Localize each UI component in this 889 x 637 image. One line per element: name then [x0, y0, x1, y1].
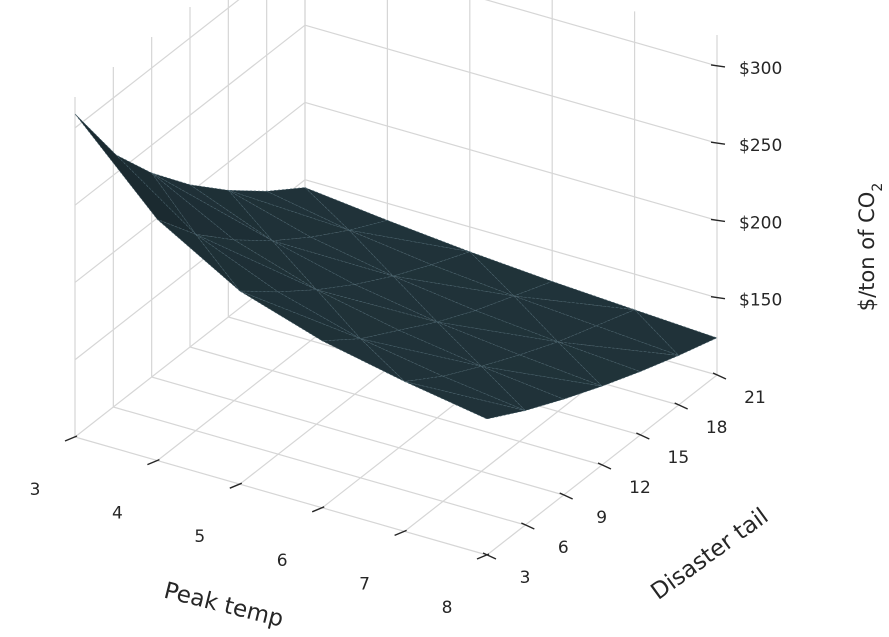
grid-line-side-horizontal — [304, 179, 718, 299]
surface-facet — [195, 234, 280, 293]
x-tick-label: 3 — [30, 480, 41, 500]
z-tick-label: $250 — [739, 136, 782, 156]
grid-line-side-horizontal — [304, 24, 718, 144]
y-tick-mark — [674, 402, 688, 410]
x-tick-label: 5 — [194, 527, 205, 547]
surface-facet — [404, 375, 526, 411]
surface-facet — [239, 290, 361, 342]
x-tick-label: 4 — [112, 504, 123, 524]
grid-line-floor — [189, 346, 603, 466]
surface-facet — [228, 190, 350, 238]
y-tick-mark — [636, 432, 650, 440]
x-tick-mark — [229, 482, 243, 489]
surface — [74, 113, 718, 420]
grid-line-floor — [113, 406, 526, 526]
grid-line-floor — [151, 376, 564, 496]
z-tick-mark — [710, 141, 726, 145]
x-tick-mark — [64, 435, 78, 442]
surface-facet — [430, 251, 515, 297]
surface-facet — [518, 341, 603, 387]
z-axis-label: $/ton of CO2 — [855, 183, 886, 312]
x-tick-label: 6 — [277, 551, 288, 571]
surface-facet — [272, 236, 394, 277]
surface-facet — [265, 187, 350, 231]
z-tick-mark — [710, 218, 726, 223]
y-tick-label: 12 — [629, 478, 651, 498]
grid-line-floor — [74, 436, 488, 556]
y-tick-label: 15 — [668, 448, 690, 468]
surface-facet — [557, 341, 642, 387]
surface-facet — [393, 264, 515, 297]
surface-facet — [397, 321, 482, 367]
surface-facet — [239, 290, 361, 339]
surface-facet — [595, 309, 679, 356]
surface-facet — [360, 329, 482, 367]
z-tick-mark — [710, 64, 726, 68]
surface-facet — [151, 172, 273, 242]
axis-ticks: 3 4 5 6 7 8 3 6 9 12 15 18 21 $150 $200 $250 $300 — [30, 59, 783, 618]
z-tick-label: $200 — [739, 213, 782, 233]
x-tick-label: 8 — [442, 598, 453, 618]
surface-facet — [481, 354, 603, 387]
surface-facet — [436, 321, 521, 367]
x-tick-mark — [147, 458, 160, 466]
surface-facet — [441, 365, 526, 411]
grid-line-back-horizontal — [74, 0, 240, 129]
y-tick-label: 21 — [744, 388, 766, 408]
y-tick-label: 9 — [596, 508, 607, 528]
y-axis-label: Disaster tail — [646, 503, 773, 605]
surface-facet — [404, 381, 526, 420]
z-tick-label: $300 — [739, 59, 782, 79]
grid-line-side-horizontal — [484, 0, 718, 67]
surface-facet — [277, 289, 361, 339]
x-tick-mark — [311, 506, 325, 513]
surface-facet — [74, 113, 196, 235]
y-tick-mark — [712, 372, 727, 380]
y-tick-mark — [482, 552, 497, 560]
y-tick-label: 3 — [520, 568, 531, 588]
surface-facet — [228, 190, 312, 242]
y-tick-label: 18 — [706, 418, 728, 438]
surface-facet — [157, 219, 241, 292]
surface-facet — [321, 338, 405, 382]
y-tick-mark — [521, 522, 535, 530]
grid-line-back-horizontal — [74, 24, 306, 206]
surface-facet — [474, 295, 559, 343]
y-tick-mark — [559, 492, 573, 500]
surface-facet — [634, 309, 718, 356]
y-tick-mark — [597, 462, 612, 470]
surface-facet — [513, 281, 635, 310]
z-tick-label: $150 — [739, 291, 782, 311]
x-tick-mark — [394, 529, 407, 537]
z-axis-label-subscript: 2 — [870, 183, 886, 192]
z-tick-mark — [710, 296, 726, 300]
surface-facet — [349, 219, 470, 252]
x-tick-label: 7 — [359, 574, 370, 594]
z-axis-label-main: $/ton of CO — [855, 192, 879, 312]
grid-line-side-horizontal — [304, 101, 718, 222]
x-axis-label: Peak temp — [161, 578, 286, 633]
y-tick-label: 6 — [558, 538, 569, 558]
